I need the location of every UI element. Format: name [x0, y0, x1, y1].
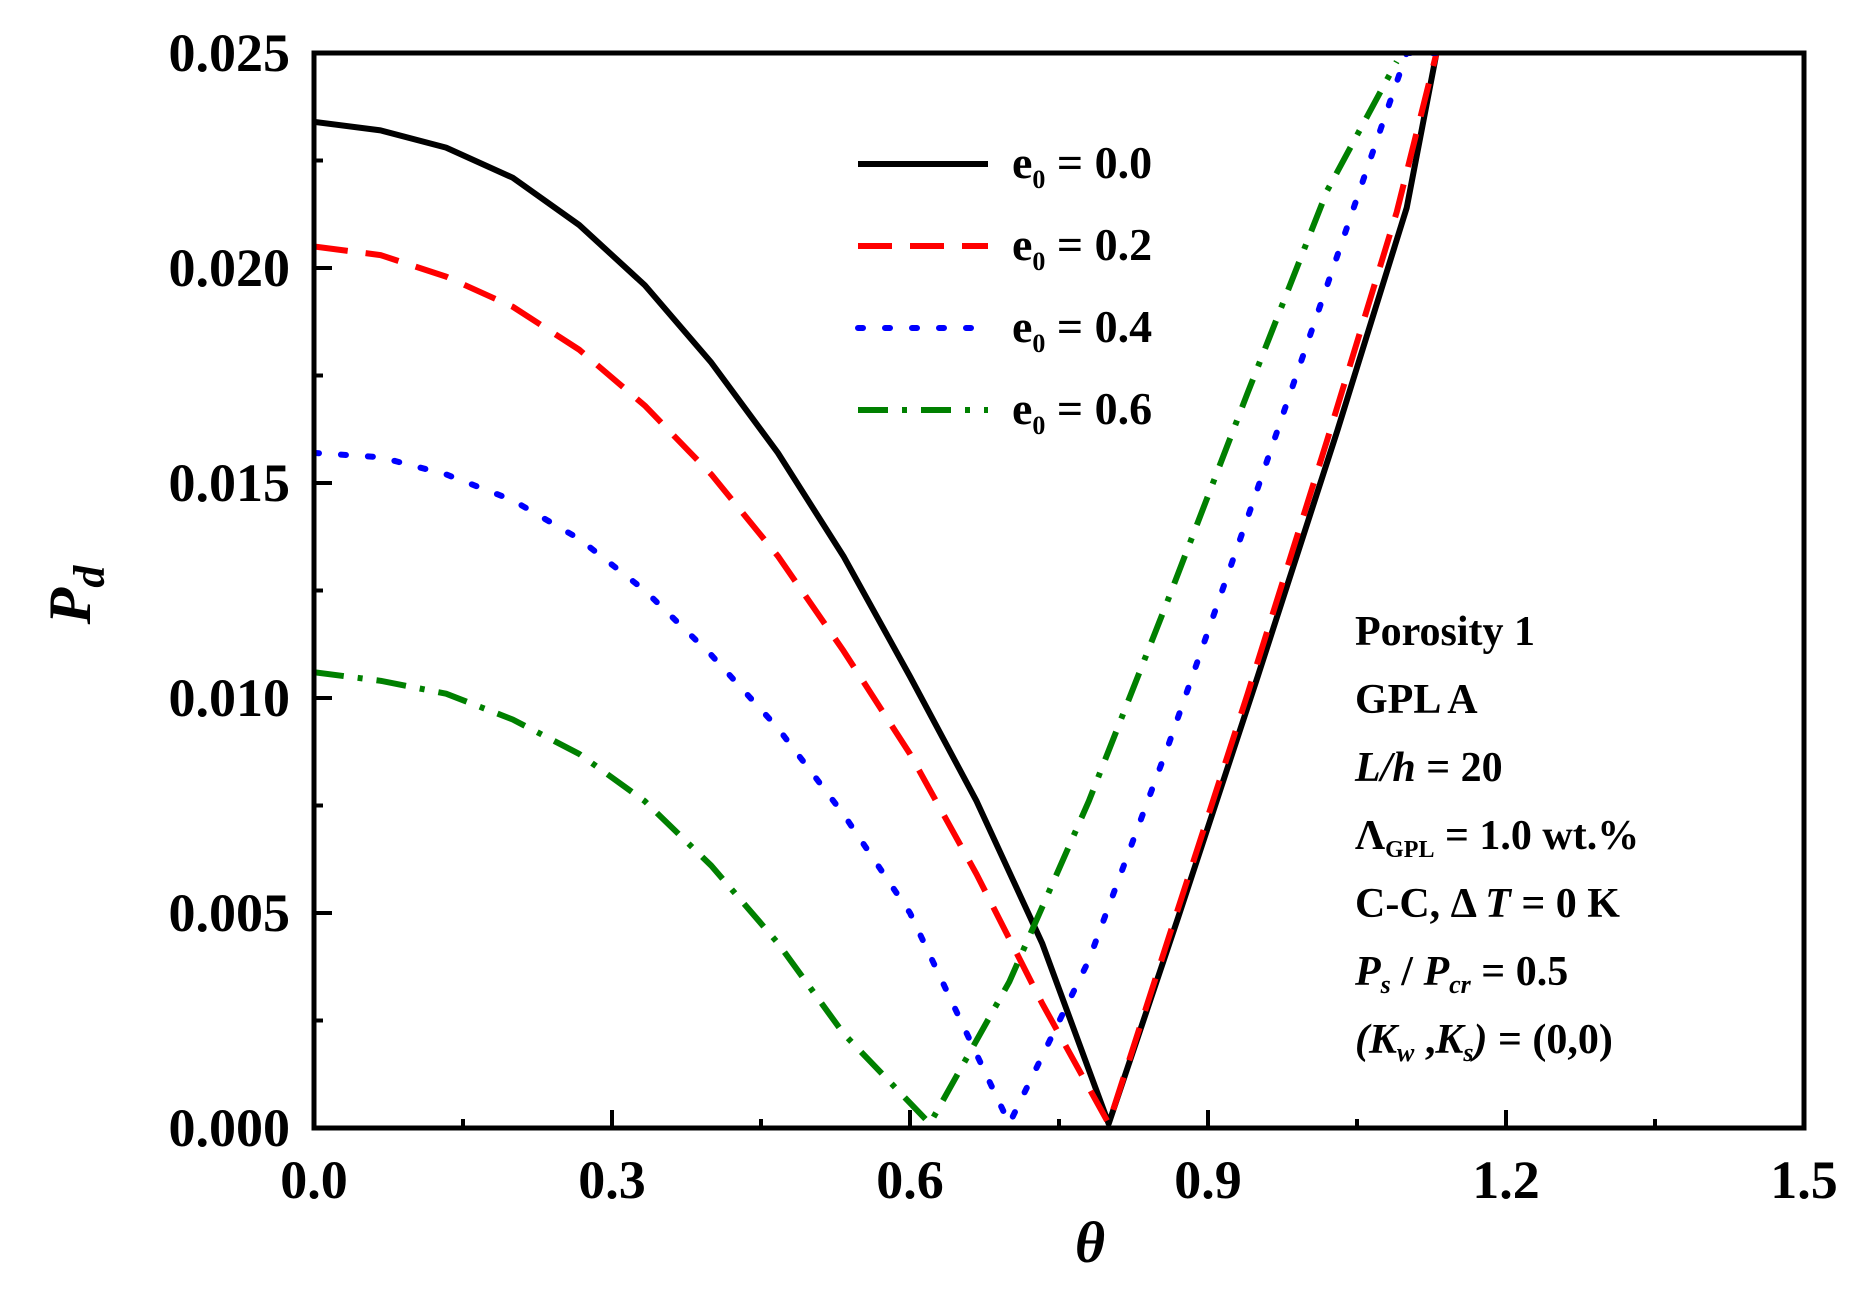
legend-samples	[855, 161, 991, 413]
x-axis-label: θ	[1075, 1210, 1105, 1275]
x-tick-labels: 0.0 0.3 0.6 0.9 1.2 1.5	[280, 1150, 1838, 1210]
annotation-foundation: (Kw ,Ks) = (0,0)	[1355, 1017, 1613, 1067]
series-layer	[314, 53, 1440, 1127]
series-line-1	[314, 53, 1440, 1127]
y-tick-label: 0.010	[169, 668, 291, 728]
y-tick-label: 0.020	[169, 238, 291, 298]
annotation-gpl: GPL A	[1355, 677, 1478, 723]
series-line-2	[314, 53, 1440, 1127]
y-tick-label: 0.000	[169, 1098, 291, 1158]
x-tick-label: 1.2	[1472, 1150, 1540, 1210]
annotation-load-ratio: Ps / Pcr = 0.5	[1354, 949, 1568, 999]
plot-frame	[311, 50, 1807, 1131]
y-tick-label: 0.025	[169, 23, 291, 83]
series-line-0	[314, 53, 1440, 1127]
y-tick-label: 0.005	[169, 883, 291, 943]
series-line-3	[314, 60, 1400, 1127]
annotation-gpl-fraction: ΛGPL = 1.0 wt.%	[1355, 813, 1639, 863]
x-tick-label: 1.5	[1770, 1150, 1838, 1210]
annotation-block: Porosity 1 GPL A L/h = 20 ΛGPL = 1.0 wt.…	[1354, 609, 1639, 1067]
legend-label-3: e0 = 0.6	[1012, 383, 1152, 440]
x-tick-label: 0.6	[876, 1150, 944, 1210]
annotation-porosity: Porosity 1	[1355, 609, 1535, 655]
annotation-length-ratio: L/h = 20	[1354, 745, 1503, 791]
y-tick-labels: 0.000 0.005 0.010 0.015 0.020 0.025	[169, 23, 291, 1158]
legend-label-0: e0 = 0.0	[1012, 137, 1152, 194]
x-tick-label: 0.3	[578, 1150, 646, 1210]
axis-ticks	[312, 51, 1806, 1130]
legend-label-1: e0 = 0.2	[1012, 219, 1152, 276]
legend: e0 = 0.0 e0 = 0.2 e0 = 0.4 e0 = 0.6	[855, 137, 1152, 440]
x-tick-label: 0.0	[280, 1150, 348, 1210]
annotation-boundary-temperature: C-C, Δ T = 0 K	[1355, 881, 1620, 927]
legend-label-2: e0 = 0.4	[1012, 301, 1152, 358]
y-axis-label: Pd	[37, 565, 114, 626]
x-tick-label: 0.9	[1174, 1150, 1242, 1210]
y-tick-label: 0.015	[169, 453, 291, 513]
